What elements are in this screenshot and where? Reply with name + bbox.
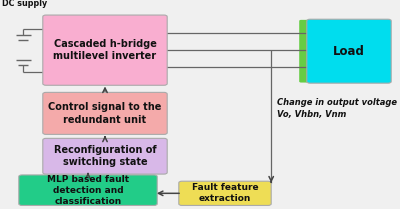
FancyBboxPatch shape bbox=[43, 15, 167, 85]
Text: DC supply: DC supply bbox=[2, 0, 47, 8]
FancyBboxPatch shape bbox=[43, 138, 167, 174]
FancyBboxPatch shape bbox=[307, 19, 391, 83]
Text: Change in output voltage
Vo, Vhbn, Vnm: Change in output voltage Vo, Vhbn, Vnm bbox=[277, 98, 397, 119]
Text: Load: Load bbox=[333, 45, 365, 58]
FancyBboxPatch shape bbox=[19, 175, 157, 205]
FancyBboxPatch shape bbox=[179, 181, 271, 205]
Text: Control signal to the
redundant unit: Control signal to the redundant unit bbox=[48, 102, 162, 125]
Text: MLP based fault
detection and
classification: MLP based fault detection and classifica… bbox=[47, 175, 129, 206]
FancyBboxPatch shape bbox=[43, 92, 167, 134]
Text: Fault feature
extraction: Fault feature extraction bbox=[192, 183, 258, 203]
FancyBboxPatch shape bbox=[299, 20, 324, 83]
Text: Cascaded h-bridge
multilevel inverter: Cascaded h-bridge multilevel inverter bbox=[54, 39, 156, 61]
Text: Reconfiguration of
switching state: Reconfiguration of switching state bbox=[54, 145, 156, 167]
